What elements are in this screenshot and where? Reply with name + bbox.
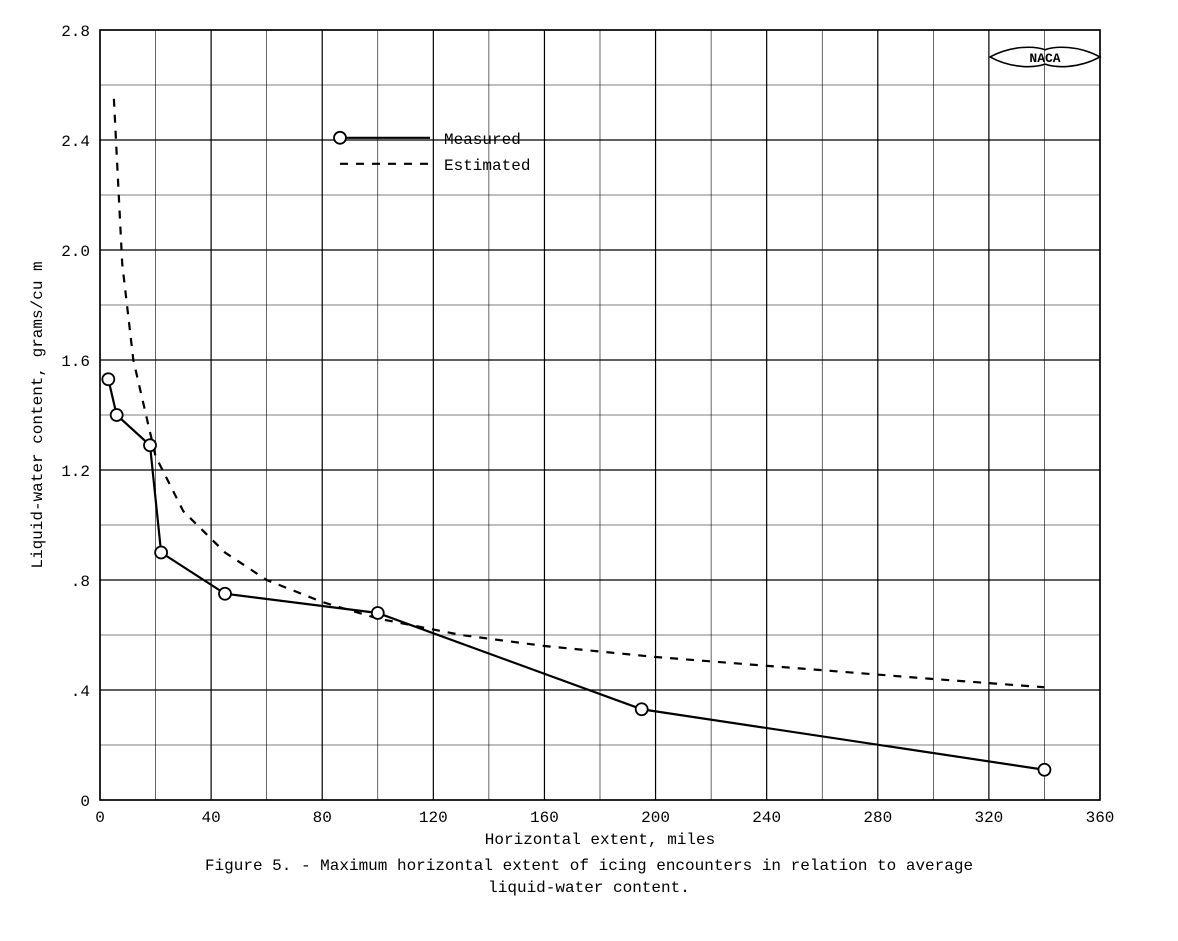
legend: Measured Estimated bbox=[334, 131, 530, 175]
series-measured bbox=[102, 373, 1050, 776]
x-tick-label: 160 bbox=[530, 809, 559, 827]
legend-measured-label: Measured bbox=[444, 131, 521, 149]
y-tick-label: 1.2 bbox=[61, 463, 90, 481]
grid-minor bbox=[100, 30, 1100, 800]
y-tick-label: 2.8 bbox=[61, 23, 90, 41]
data-point bbox=[144, 439, 156, 451]
naca-badge: NACA bbox=[990, 47, 1100, 66]
x-tick-label: 240 bbox=[752, 809, 781, 827]
data-point bbox=[372, 607, 384, 619]
x-tick-label: 280 bbox=[863, 809, 892, 827]
naca-badge-text: NACA bbox=[1029, 51, 1060, 66]
y-tick-label: 1.6 bbox=[61, 353, 90, 371]
y-tick-label: 2.4 bbox=[61, 133, 90, 151]
legend-item-estimated: Estimated bbox=[340, 157, 530, 175]
x-tick-label: 80 bbox=[313, 809, 332, 827]
x-axis-label: Horizontal extent, miles bbox=[485, 831, 715, 849]
legend-measured-sample-marker bbox=[334, 132, 346, 144]
x-tick-label: 0 bbox=[95, 809, 105, 827]
data-point bbox=[102, 373, 114, 385]
legend-estimated-label: Estimated bbox=[444, 157, 530, 175]
data-point bbox=[155, 547, 167, 559]
figure-caption-line1: Figure 5. - Maximum horizontal extent of… bbox=[205, 857, 973, 875]
x-tick-label: 360 bbox=[1086, 809, 1115, 827]
line-chart: 0 40 80 120 160 200 240 280 320 360 0 .4 .8 1.2 1.6 2.… bbox=[0, 0, 1178, 941]
data-point bbox=[1038, 764, 1050, 776]
y-tick-label: .4 bbox=[71, 683, 90, 701]
figure-caption-line2: liquid-water content. bbox=[488, 879, 690, 897]
y-tick-label: .8 bbox=[71, 573, 90, 591]
series-estimated-line bbox=[114, 99, 1045, 688]
x-tick-label: 40 bbox=[202, 809, 221, 827]
x-tick-label: 120 bbox=[419, 809, 448, 827]
series-estimated bbox=[114, 99, 1045, 688]
x-tick-label: 200 bbox=[641, 809, 670, 827]
chart-container: { "figure": { "type": "line", "width_px"… bbox=[0, 0, 1178, 941]
data-point bbox=[636, 703, 648, 715]
series-measured-line bbox=[108, 379, 1044, 770]
y-axis-label: Liquid-water content, grams/cu m bbox=[29, 261, 47, 568]
data-point bbox=[111, 409, 123, 421]
y-tick-label: 0 bbox=[80, 793, 90, 811]
data-point bbox=[219, 588, 231, 600]
y-tick-labels: 0 .4 .8 1.2 1.6 2.0 2.4 2.8 bbox=[61, 23, 90, 811]
x-tick-labels: 0 40 80 120 160 200 240 280 320 360 bbox=[95, 809, 1114, 827]
x-tick-label: 320 bbox=[974, 809, 1003, 827]
y-tick-label: 2.0 bbox=[61, 243, 90, 261]
